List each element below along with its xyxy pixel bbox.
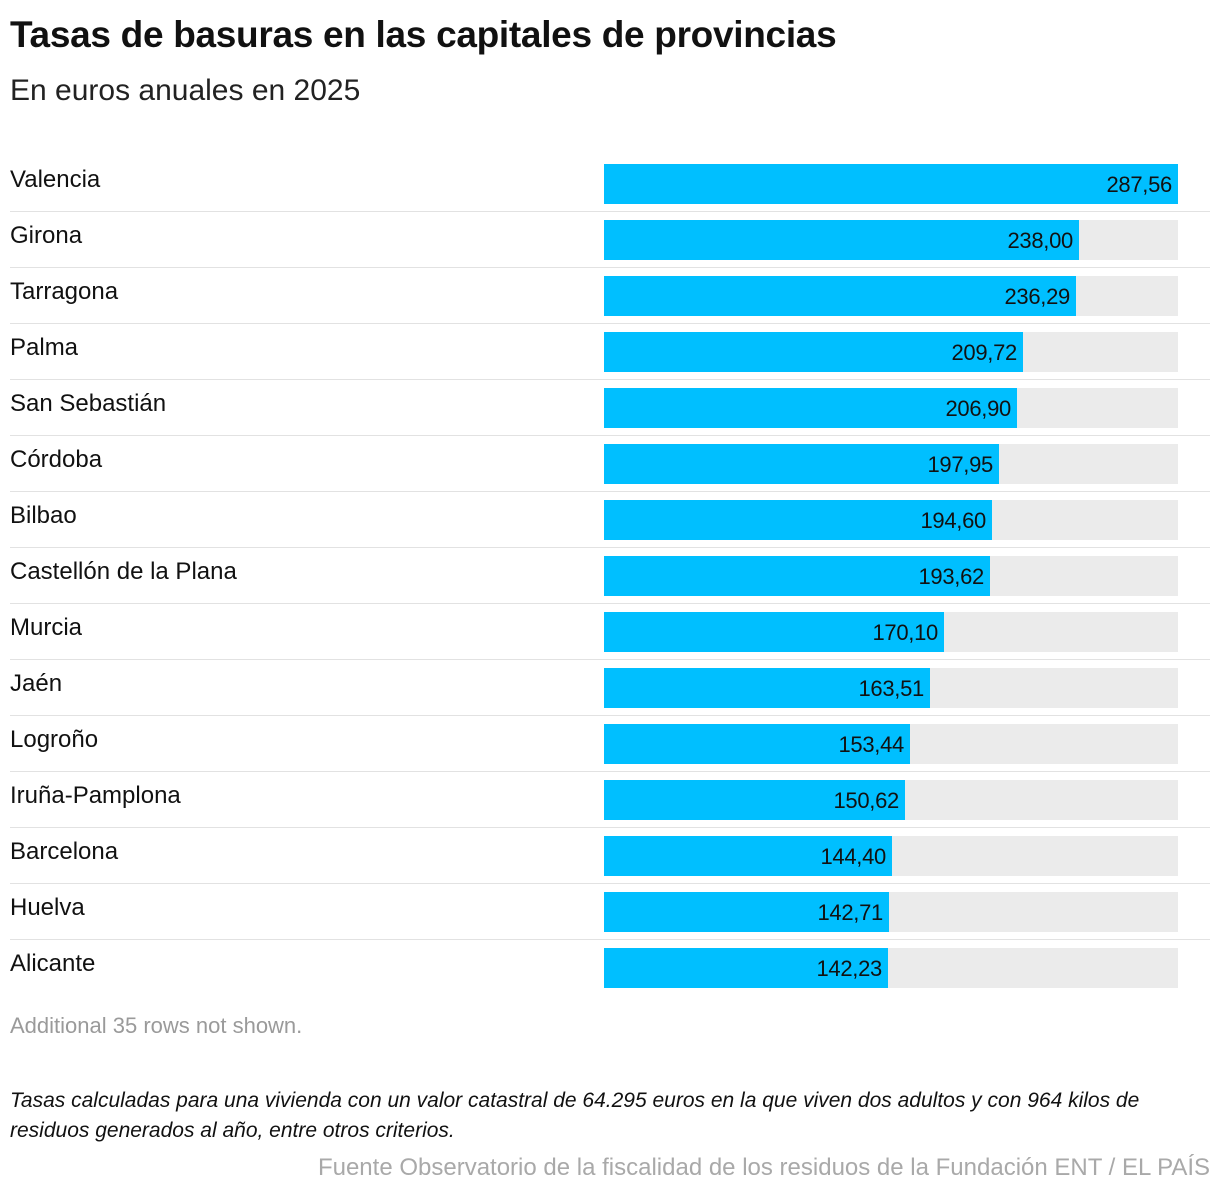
bar-row: Valencia 287,56 [10,156,1210,212]
bar-row: Huelva 142,71 [10,884,1210,940]
bar [604,780,905,820]
row-divider [10,883,1210,884]
row-divider [10,323,1210,324]
bar-track: 142,71 [604,892,1178,932]
value-label: 197,95 [927,452,994,477]
value-label: 163,51 [858,676,925,701]
value-label: 206,90 [945,396,1012,421]
row-divider [10,827,1210,828]
category-label: Tarragona [10,278,119,305]
bar [604,892,889,932]
bar [604,332,1023,372]
bar-track: 197,95 [604,444,1178,484]
bar-row: Tarragona 236,29 [10,268,1210,324]
category-label: Valencia [10,166,101,193]
value-label: 142,71 [817,900,884,925]
category-label: Iruña-Pamplona [10,782,181,809]
category-label: San Sebastián [10,390,167,417]
category-label: Murcia [10,614,83,641]
bar [604,444,999,484]
bar-row: San Sebastián 206,90 [10,380,1210,436]
value-label: 236,29 [1004,284,1071,309]
bar-row: Castellón de la Plana 193,62 [10,548,1210,604]
bar-track: 194,60 [604,500,1178,540]
bar-track: 209,72 [604,332,1178,372]
bar [604,276,1076,316]
additional-rows-note: Additional 35 rows not shown. [10,1013,303,1038]
bar-track: 238,00 [604,220,1178,260]
value-label: 209,72 [951,340,1018,365]
value-label: 142,23 [816,956,883,981]
chart-subtitle: En euros anuales en 2025 [10,74,361,107]
category-label: Córdoba [10,446,103,473]
category-label: Alicante [10,950,96,977]
row-divider [10,659,1210,660]
category-label: Jaén [10,670,63,697]
bar-row: Bilbao 194,60 [10,492,1210,548]
bar-row: Palma 209,72 [10,324,1210,380]
value-label: 170,10 [872,620,939,645]
value-label: 153,44 [838,732,905,757]
bar-row: Iruña-Pamplona 150,62 [10,772,1210,828]
value-label: 238,00 [1007,228,1074,253]
bar [604,668,930,708]
row-divider [10,267,1210,268]
category-label: Logroño [10,726,99,753]
category-label: Palma [10,334,79,361]
row-divider [10,211,1210,212]
bar [604,500,992,540]
bar [604,836,892,876]
bar-row: Logroño 153,44 [10,716,1210,772]
value-label: 150,62 [833,788,900,813]
bar-track: 170,10 [604,612,1178,652]
bar-row: Jaén 163,51 [10,660,1210,716]
bar-track: 150,62 [604,780,1178,820]
bar-row: Murcia 170,10 [10,604,1210,660]
bar-track: 144,40 [604,836,1178,876]
category-label: Bilbao [10,502,77,529]
row-divider [10,939,1210,940]
bar [604,388,1017,428]
bar-row: Alicante 142,23 [10,940,1210,996]
bar-row: Girona 238,00 [10,212,1210,268]
bar-track: 142,23 [604,948,1178,988]
row-divider [10,435,1210,436]
bar [604,220,1079,260]
bar-track: 206,90 [604,388,1178,428]
row-divider [10,491,1210,492]
bar-track: 153,44 [604,724,1178,764]
bar [604,556,990,596]
row-divider [10,379,1210,380]
bar [604,164,1178,204]
category-label: Girona [10,222,83,249]
category-label: Huelva [10,894,85,921]
row-divider [10,547,1210,548]
bar [604,948,888,988]
source-credit: Fuente Observatorio de la fiscalidad de … [317,1154,1210,1181]
bar-track: 236,29 [604,276,1178,316]
bar-track: 163,51 [604,668,1178,708]
bar [604,612,944,652]
row-divider [10,771,1210,772]
value-label: 287,56 [1106,172,1173,197]
value-label: 193,62 [918,564,985,589]
value-label: 144,40 [820,844,887,869]
row-divider [10,715,1210,716]
bar-row: Córdoba 197,95 [10,436,1210,492]
category-label: Barcelona [10,838,119,865]
chart-title: Tasas de basuras en las capitales de pro… [10,14,837,55]
row-divider [10,603,1210,604]
value-label: 194,60 [920,508,987,533]
category-label: Castellón de la Plana [10,558,237,585]
bar [604,724,910,764]
bar-track: 287,56 [604,164,1178,204]
methodology-note: Tasas calculadas para una vivienda con u… [10,1089,1140,1142]
bar-track: 193,62 [604,556,1178,596]
bar-row: Barcelona 144,40 [10,828,1210,884]
